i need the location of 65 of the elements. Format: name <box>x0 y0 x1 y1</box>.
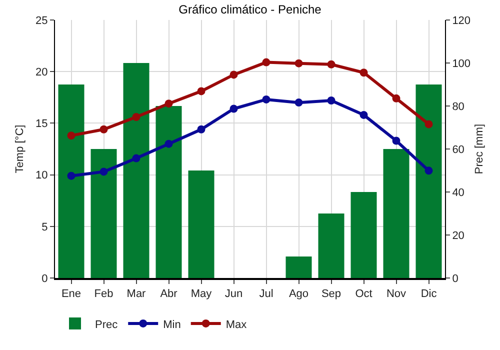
legend-label: Min <box>163 318 181 331</box>
point <box>262 58 270 66</box>
bar <box>286 256 312 278</box>
y-axis-title: Temp [°C] <box>14 124 26 174</box>
x-tick-label: Jul <box>259 288 274 300</box>
point <box>360 110 368 119</box>
point <box>327 60 336 68</box>
point <box>230 104 238 113</box>
x-tick-label: Jun <box>224 288 243 300</box>
bar <box>350 192 377 278</box>
x-tick-label: Ago <box>288 288 309 300</box>
point <box>230 70 238 79</box>
bar <box>123 63 150 278</box>
x-tick-label: Oct <box>355 288 372 300</box>
bar <box>58 84 84 278</box>
x-tick-label: Dic <box>420 288 438 300</box>
point <box>164 100 173 108</box>
y2-tick-label: 120 <box>452 14 471 27</box>
y-tick-label: 10 <box>36 170 48 182</box>
point <box>360 68 368 77</box>
bar <box>318 214 344 278</box>
x-tick-label: Abr <box>160 288 178 300</box>
point <box>67 132 76 140</box>
y-tick-label: 0 <box>42 272 48 285</box>
y2-tick-label: 20 <box>452 230 464 242</box>
legend-label: Max <box>226 318 248 331</box>
y2-tick-label: 80 <box>452 100 464 113</box>
bar <box>188 170 214 278</box>
bar <box>90 149 117 278</box>
point <box>424 120 433 128</box>
y-tick-label: 15 <box>36 118 48 130</box>
x-tick-label: Feb <box>94 288 114 300</box>
point <box>132 154 140 162</box>
point <box>424 166 433 175</box>
point <box>294 59 303 68</box>
point <box>164 140 173 148</box>
y-tick-label: 5 <box>42 221 48 234</box>
point <box>197 87 206 96</box>
x-tick-label: Sep <box>321 288 342 300</box>
y-tick-label: 20 <box>36 66 48 78</box>
x-tick-label: May <box>190 288 212 300</box>
legend-label: Prec <box>95 318 118 331</box>
point <box>262 95 270 104</box>
y2-tick-label: 40 <box>452 186 464 199</box>
chart-title: Gráfico climático - Peniche <box>178 2 322 17</box>
point <box>197 125 206 134</box>
bar <box>416 84 442 278</box>
x-tick-label: Ene <box>61 288 82 300</box>
bar <box>156 106 182 278</box>
y2-tick-label: 100 <box>452 58 471 70</box>
point <box>67 172 76 180</box>
y2-tick-label: 0 <box>452 272 458 285</box>
point <box>132 113 140 122</box>
point <box>294 98 303 107</box>
point <box>392 136 400 145</box>
y2-tick-label: 60 <box>452 144 464 156</box>
point <box>100 125 108 134</box>
x-tick-label: Nov <box>386 288 407 300</box>
y2-axis-title: Prec [mm] <box>474 124 486 174</box>
point <box>392 94 400 102</box>
x-tick-label: Mar <box>126 288 146 300</box>
y-tick-label: 25 <box>36 14 48 27</box>
point <box>100 168 108 176</box>
point <box>327 96 336 104</box>
bar <box>383 149 410 278</box>
